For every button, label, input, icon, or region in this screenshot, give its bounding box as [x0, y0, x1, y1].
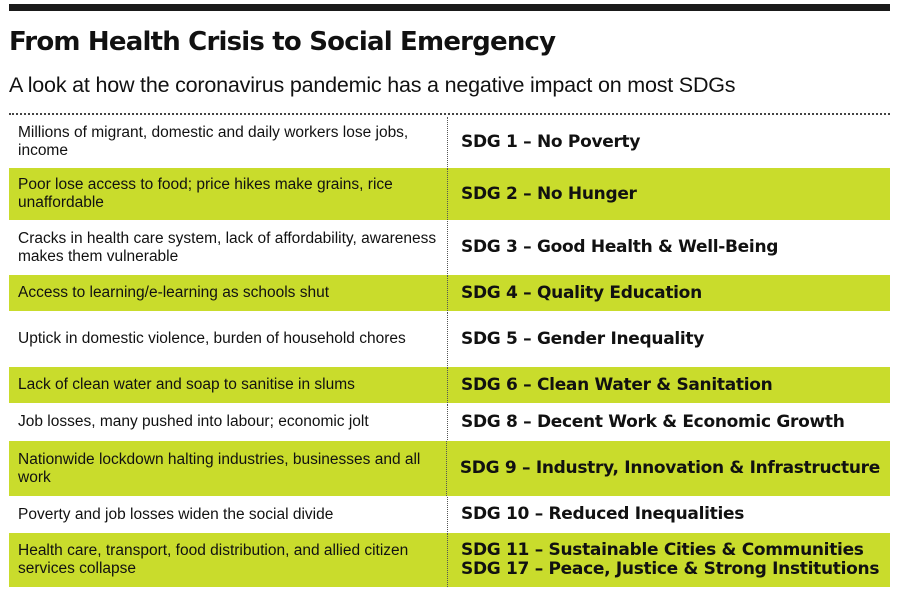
impact-description: Access to learning/e-learning as schools…	[18, 284, 330, 301]
impact-description: Job losses, many pushed into labour; eco…	[18, 413, 369, 430]
impact-description: Nationwide lockdown halting industries, …	[18, 450, 421, 486]
table-row: Poverty and job losses widen the social …	[9, 497, 890, 533]
sdg-label: SDG 2 – No Hunger	[461, 183, 637, 204]
table-row: Health care, transport, food distributio…	[9, 533, 890, 588]
sdg-label: SDG 3 – Good Health & Well-Being	[461, 237, 779, 257]
impact-description: Poor lose access to food; price hikes ma…	[18, 176, 393, 211]
impact-description: Uptick in domestic violence, burden of h…	[18, 330, 406, 347]
table-row: Poor lose access to food; price hikes ma…	[9, 168, 890, 221]
table-row: Lack of clean water and soap to sanitise…	[9, 367, 890, 404]
sdg-cell: SDG 11 – Sustainable Cities & Communitie…	[447, 533, 890, 587]
impact-description: Lack of clean water and soap to sanitise…	[18, 376, 355, 393]
top-rule	[9, 4, 890, 11]
sdg-label: SDG 11 – Sustainable Cities & Communitie…	[461, 540, 864, 560]
table-row: Nationwide lockdown halting industries, …	[9, 441, 890, 497]
sdg-cell: SDG 5 – Gender Inequality	[447, 312, 890, 366]
sdg-label: SDG 9 – Industry, Innovation & Infrastru…	[459, 458, 880, 478]
sdg-label: SDG 1 – No Poverty	[461, 131, 641, 152]
sdg-label: SDG 5 – Gender Inequality	[461, 328, 705, 349]
sdg-label: SDG 6 – Clean Water & Sanitation	[461, 374, 773, 395]
sdg-cell: SDG 4 – Quality Education	[447, 275, 890, 311]
impact-description: Millions of migrant, domestic and daily …	[18, 124, 409, 159]
impact-description: Cracks in health care system, lack of af…	[18, 229, 437, 265]
sdg-cell: SDG 8 – Decent Work & Economic Growth	[447, 404, 890, 440]
sdg-impact-table: Millions of migrant, domestic and daily …	[9, 117, 890, 588]
page-subtitle: A look at how the coronavirus pandemic h…	[9, 73, 736, 97]
table-row: Access to learning/e-learning as schools…	[9, 275, 890, 312]
impact-description: Poverty and job losses widen the social …	[18, 505, 334, 523]
sdg-label: SDG 4 – Quality Education	[461, 282, 702, 303]
sdg-cell: SDG 1 – No Poverty	[447, 117, 890, 167]
table-row: Job losses, many pushed into labour; eco…	[9, 404, 890, 441]
sdg-cell: SDG 9 – Industry, Innovation & Infrastru…	[445, 441, 890, 496]
impact-description: Health care, transport, food distributio…	[18, 542, 409, 577]
table-row: Millions of migrant, domestic and daily …	[9, 117, 890, 168]
table-row: Uptick in domestic violence, burden of h…	[9, 312, 890, 367]
sdg-label-secondary: SDG 17 – Peace, Justice & Strong Institu…	[461, 559, 880, 579]
sdg-cell: SDG 6 – Clean Water & Sanitation	[447, 367, 890, 403]
header-divider	[9, 113, 890, 115]
sdg-label: SDG 10 – Reduced Inequalities	[461, 504, 745, 524]
sdg-cell: SDG 10 – Reduced Inequalities	[447, 497, 890, 532]
table-row: Cracks in health care system, lack of af…	[9, 221, 890, 275]
sdg-cell: SDG 2 – No Hunger	[447, 168, 890, 220]
sdg-label: SDG 8 – Decent Work & Economic Growth	[461, 411, 845, 432]
page-title: From Health Crisis to Social Emergency	[9, 27, 556, 57]
sdg-cell: SDG 3 – Good Health & Well-Being	[447, 221, 890, 274]
